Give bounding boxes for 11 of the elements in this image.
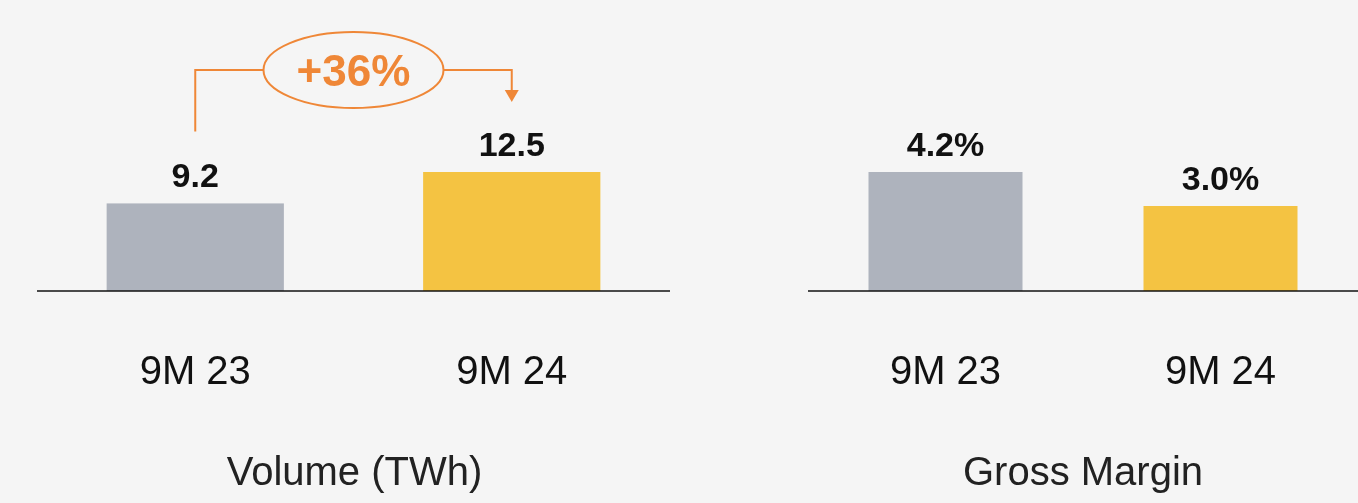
- data-label: 3.0%: [1181, 159, 1260, 197]
- data-label: 4.2%: [906, 125, 985, 163]
- data-label: 12.5: [478, 125, 545, 163]
- data-label: 9.2: [171, 156, 219, 195]
- x-tick-label: 9M 23: [139, 348, 251, 392]
- x-axis-title: Gross Margin: [962, 449, 1204, 493]
- x-axis-title: Volume (TWh): [226, 449, 483, 493]
- x-tick-label: 9M 24: [456, 348, 568, 392]
- text: +36%: [296, 46, 411, 95]
- x-tick-label: 9M 23: [889, 348, 1002, 392]
- x-tick-label: 9M 24: [1164, 348, 1277, 392]
